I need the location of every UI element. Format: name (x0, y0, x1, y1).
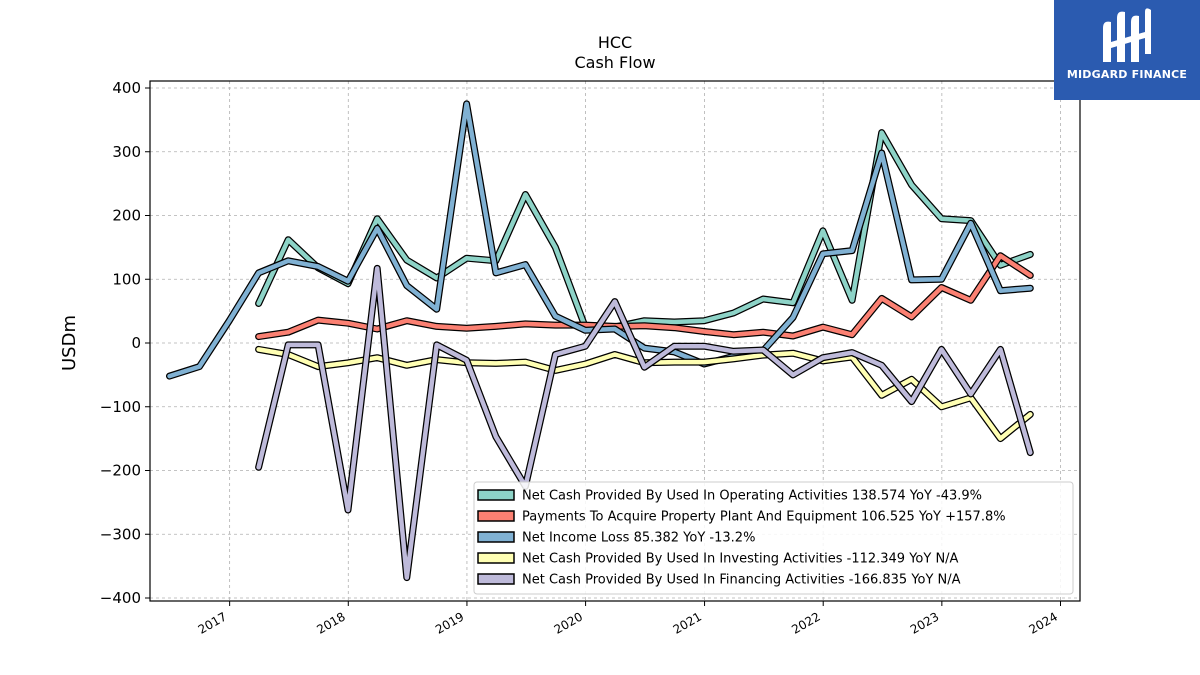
x-tick-label: 2021 (671, 609, 704, 636)
series-line (256, 253, 1033, 339)
legend-swatch (477, 489, 515, 501)
x-tick-label: 2019 (433, 609, 466, 636)
legend-swatch (477, 552, 515, 564)
brand-name: MIDGARD FINANCE (1066, 68, 1188, 81)
y-tick-label: −100 (100, 398, 141, 416)
legend: Net Cash Provided By Used In Operating A… (473, 481, 1074, 595)
plot-frame (149, 80, 1081, 602)
legend-entry: Net Cash Provided By Used In Investing A… (522, 552, 959, 567)
legend-entry: Net Cash Provided By Used In Operating A… (522, 489, 982, 504)
y-axis-label: USDm (59, 315, 80, 371)
brand-logo: MIDGARD FINANCE (1054, 0, 1200, 100)
series-line (256, 130, 1033, 330)
chart-subtitle: Cash Flow (574, 53, 655, 72)
y-tick-label: −400 (100, 589, 141, 607)
legend-entry: Payments To Acquire Property Plant And E… (522, 510, 1006, 525)
y-tick-label: 0 (131, 334, 141, 352)
x-tick-label: 2024 (1027, 609, 1060, 636)
y-tick-label: −200 (100, 462, 141, 480)
midgard-mh-monogram-icon (1054, 8, 1200, 70)
x-tick-label: 2018 (314, 609, 347, 636)
legend-swatch (477, 573, 515, 585)
y-tick-label: 100 (112, 270, 141, 288)
x-tick-label: 2023 (908, 609, 941, 636)
legend-entry: Net Cash Provided By Used In Financing A… (522, 573, 961, 588)
legend-box (473, 481, 1074, 595)
x-tick-label: 2020 (552, 609, 585, 636)
y-tick-label: 300 (112, 143, 141, 161)
series-lines (166, 100, 1034, 582)
y-tick-label: 200 (112, 207, 141, 225)
legend-entry: Net Income Loss 85.382 YoY -13.2% (522, 531, 755, 546)
x-tick-label: 2017 (196, 609, 229, 636)
axis-ticks: 400 300 200 100 0 −100 −200 −300 −400 2017 2018 201… (100, 79, 1061, 637)
y-tick-label: 400 (112, 79, 141, 97)
series-line (256, 266, 1033, 580)
y-tick-label: −300 (100, 525, 141, 543)
legend-swatch (477, 510, 515, 522)
chart-title: HCC (598, 33, 632, 52)
series-line (167, 101, 1033, 379)
legend-swatch (477, 531, 515, 543)
x-tick-label: 2022 (789, 609, 822, 636)
